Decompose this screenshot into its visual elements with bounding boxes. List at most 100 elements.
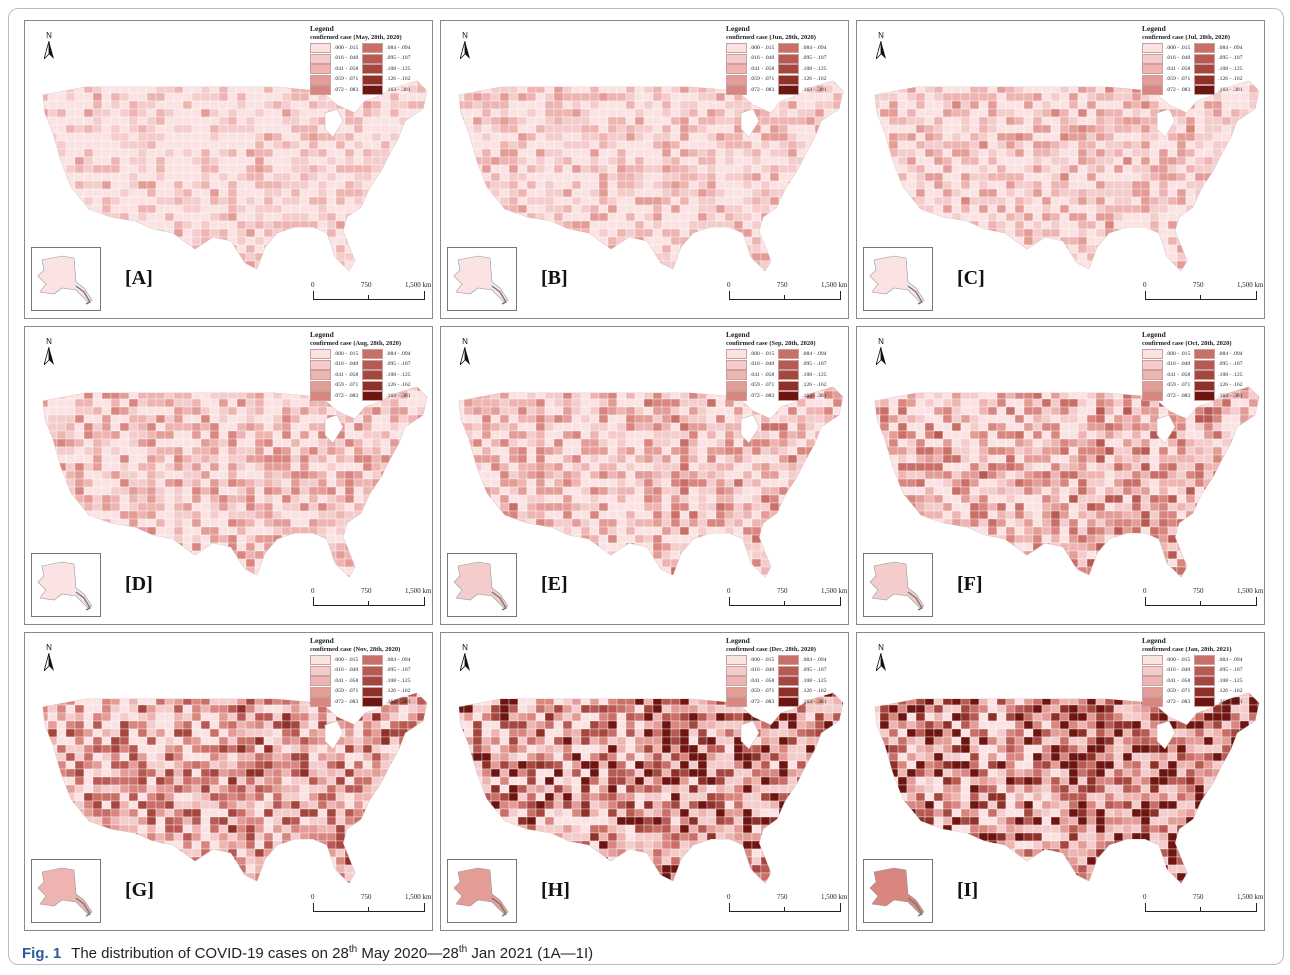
county-cell (634, 140, 645, 150)
county-cell (1068, 100, 1079, 110)
county-cell (841, 414, 843, 424)
county-cell (344, 542, 355, 552)
county-cell (281, 140, 292, 150)
county-cell (43, 387, 49, 392)
county-cell (688, 268, 699, 271)
legend-class-label: .163 - .301 (386, 392, 411, 399)
county-cell (1095, 236, 1106, 246)
county-cell (362, 430, 373, 440)
county-cell (598, 228, 609, 238)
county-cell (137, 92, 148, 102)
county-cell (227, 454, 238, 464)
county-cell (796, 172, 807, 182)
county-cell (1149, 268, 1160, 271)
county-cell (472, 188, 483, 198)
county-cell (580, 132, 591, 142)
county-cell (924, 140, 935, 150)
county-cell (83, 510, 94, 520)
county-cell (553, 387, 564, 392)
county-cell (56, 204, 67, 214)
county-cell (1014, 204, 1025, 214)
county-cell (1068, 236, 1079, 246)
county-cell (652, 406, 663, 416)
county-cell (960, 116, 971, 126)
county-cell (652, 212, 663, 222)
county-cell (580, 81, 591, 86)
county-cell (1248, 236, 1259, 246)
county-cell (625, 92, 636, 102)
county-cell (787, 188, 798, 198)
county-cell (56, 454, 67, 464)
county-cell (371, 188, 382, 198)
county-cell (951, 204, 962, 214)
county-cell (508, 422, 519, 432)
county-cell (398, 510, 409, 520)
legend-class-label: .041 - .058 (1166, 65, 1191, 72)
county-cell (715, 116, 726, 126)
county-cell (398, 108, 409, 118)
county-cell (191, 446, 202, 456)
county-cell (1086, 84, 1097, 94)
county-cell (272, 558, 283, 568)
county-cell (128, 534, 139, 544)
county-cell (508, 81, 519, 86)
county-cell (1122, 180, 1133, 190)
county-cell (526, 116, 537, 126)
county-cell (875, 124, 881, 134)
county-cell (398, 196, 409, 206)
county-cell (1068, 180, 1079, 190)
county-cell (787, 148, 798, 158)
county-cell (119, 228, 130, 238)
county-cell (1230, 220, 1241, 230)
county-cell (1140, 204, 1151, 214)
county-cell (652, 180, 663, 190)
county-cell (56, 478, 67, 488)
county-cell (83, 542, 94, 552)
county-cell (335, 188, 346, 198)
county-cell (1239, 132, 1250, 142)
county-cell (724, 228, 735, 238)
county-cell (643, 100, 654, 110)
county-cell (1167, 140, 1178, 150)
legend-item: .108 - .125 (778, 64, 827, 75)
county-cell (562, 140, 573, 150)
county-cell (308, 108, 319, 118)
county-cell (101, 446, 112, 456)
county-cell (380, 406, 391, 416)
county-cell (580, 108, 591, 118)
county-cell (481, 164, 492, 174)
county-cell (272, 268, 283, 271)
county-cell (353, 124, 364, 134)
county-cell (679, 108, 690, 118)
county-cell (146, 81, 157, 86)
scale-label-0: 0 (311, 587, 315, 595)
county-cell (308, 414, 319, 424)
county-cell (987, 100, 998, 110)
county-cell (1095, 260, 1106, 270)
county-cell (1203, 260, 1214, 270)
county-cell (56, 430, 67, 440)
county-cell (706, 260, 717, 270)
county-cell (553, 244, 564, 254)
county-cell (308, 156, 319, 166)
county-cell (272, 387, 283, 392)
county-cell (769, 212, 780, 222)
county-cell (526, 414, 537, 424)
county-cell (796, 406, 807, 416)
county-cell (724, 260, 735, 270)
county-cell (110, 188, 121, 198)
county-cell (697, 252, 708, 262)
county-cell (1023, 81, 1034, 86)
county-cell (47, 140, 58, 150)
county-cell (371, 236, 382, 246)
county-cell (416, 132, 427, 142)
county-cell (805, 260, 816, 270)
county-cell (1212, 140, 1223, 150)
county-cell (137, 406, 148, 416)
county-cell (1122, 148, 1133, 158)
county-cell (254, 100, 265, 110)
county-cell (778, 220, 789, 230)
county-cell (173, 510, 184, 520)
county-cell (299, 172, 310, 182)
county-cell (508, 148, 519, 158)
